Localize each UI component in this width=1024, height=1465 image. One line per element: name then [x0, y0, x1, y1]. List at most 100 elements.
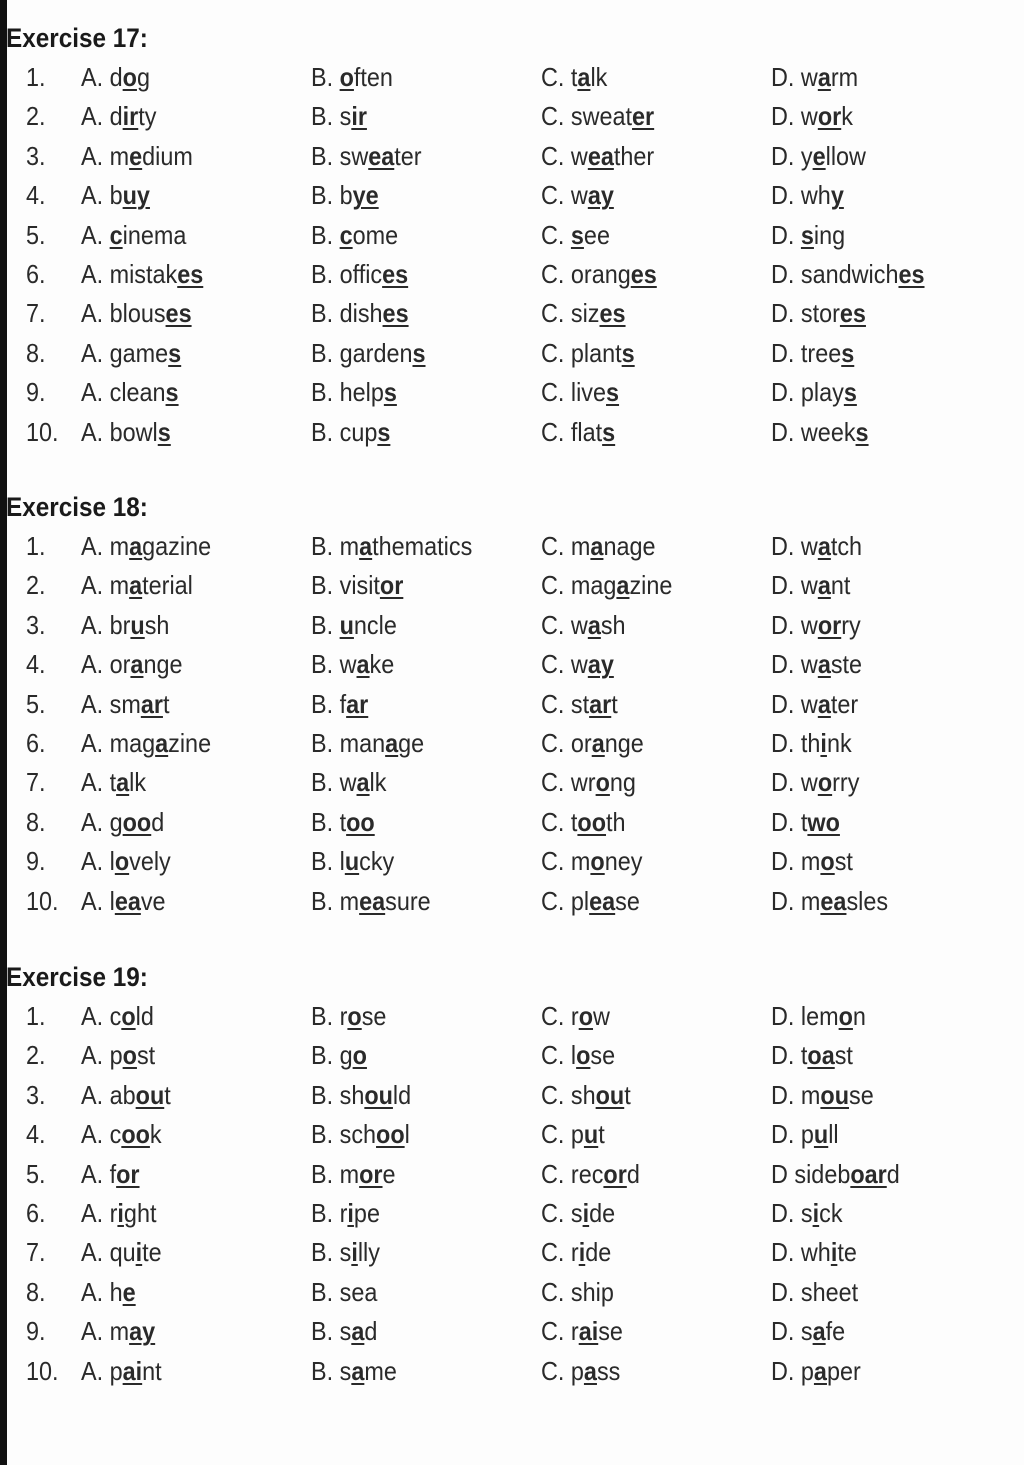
- option-letter: C.: [541, 728, 571, 758]
- question-row: 2. A. dirty B. sir C. sweater D. work: [0, 97, 1024, 136]
- word-part: inema: [122, 219, 187, 250]
- word-part: d: [364, 1316, 378, 1347]
- option-letter: B.: [311, 1198, 340, 1228]
- question-row: 1. A. dog B. often C. talk D. warm: [0, 58, 1024, 97]
- word-part: ry: [841, 609, 861, 640]
- word-part: w: [800, 531, 818, 561]
- underlined-sound: a: [155, 728, 169, 758]
- word-part: tch: [830, 531, 863, 561]
- question-number: 2.: [26, 101, 46, 132]
- option-letter: D.: [771, 885, 801, 916]
- answer-option: B. sir: [311, 97, 367, 136]
- option-letter: D.: [771, 1119, 801, 1150]
- question-number: 6.: [26, 728, 46, 758]
- underlined-sound: s: [843, 377, 857, 408]
- question-number: 9.: [26, 377, 46, 408]
- option-letter: D.: [771, 101, 801, 132]
- option-letter: A.: [81, 1040, 110, 1071]
- option-letter: B.: [311, 1001, 340, 1031]
- option-letter: B.: [311, 1355, 340, 1386]
- answer-option: D. most: [771, 842, 853, 881]
- option-letter: D.: [771, 1355, 801, 1386]
- option-letter: D.: [771, 1198, 801, 1228]
- answer-option: B. same: [311, 1352, 397, 1391]
- option-letter: D.: [771, 140, 801, 171]
- word-part: r: [570, 1316, 579, 1347]
- word-part: f: [109, 1158, 117, 1189]
- answer-option: A. cold: [81, 997, 154, 1036]
- word-part: orang: [570, 259, 631, 289]
- word-part: sles: [846, 885, 889, 916]
- underlined-sound: c: [339, 219, 353, 250]
- word-part: lk: [369, 767, 387, 798]
- underlined-sound: ar: [589, 688, 612, 719]
- option-letter: D.: [771, 180, 801, 211]
- option-letter: C.: [541, 416, 571, 447]
- word-part: ste: [830, 649, 863, 680]
- underlined-sound: a: [817, 570, 831, 601]
- answer-option: D. sandwiches: [771, 255, 925, 294]
- underlined-sound: oo: [346, 806, 375, 837]
- underlined-sound: a: [817, 649, 831, 680]
- underlined-sound: o: [595, 767, 610, 798]
- word-part: terial: [142, 570, 193, 601]
- answer-option: B. cups: [311, 413, 390, 452]
- option-letter: B.: [311, 416, 340, 447]
- question-number: 7.: [26, 767, 46, 798]
- question-number: 6.: [26, 259, 46, 289]
- option-letter: D.: [771, 531, 801, 561]
- word-part: lk: [129, 767, 147, 798]
- option-letter: B.: [311, 140, 340, 171]
- option-letter: B.: [311, 1316, 340, 1347]
- word-part: w: [593, 1001, 610, 1031]
- option-letter: C.: [541, 885, 571, 916]
- underlined-sound: es: [165, 298, 192, 329]
- question-number: 4.: [26, 180, 46, 211]
- word-part: stor: [800, 298, 840, 329]
- question-row: 6. A. magazine B. manage C. orange D. think: [0, 724, 1024, 763]
- option-letter: B.: [311, 806, 340, 837]
- answer-option: A. he: [81, 1273, 136, 1312]
- answer-option: D. warm: [771, 58, 858, 97]
- underlined-sound: ay: [587, 649, 614, 680]
- answer-option: C. oranges: [541, 255, 657, 294]
- answer-option: A. cook: [81, 1115, 162, 1154]
- question-number: 1.: [26, 1001, 46, 1031]
- word-part: wr: [570, 767, 596, 798]
- question-number: 5.: [26, 688, 46, 719]
- answer-option: C. put: [541, 1115, 605, 1154]
- underlined-sound: o: [590, 846, 605, 877]
- option-letter: A.: [81, 140, 110, 171]
- question-row: 10. A. bowls B. cups C. flats D. weeks: [0, 413, 1024, 452]
- word-part: game: [109, 337, 169, 368]
- underlined-sound: a: [817, 531, 831, 561]
- question-row: 9. A. cleans B. helps C. lives D. plays: [0, 373, 1024, 412]
- word-part: s: [800, 1198, 813, 1228]
- underlined-sound: s: [377, 416, 391, 447]
- word-part: nt: [142, 1355, 162, 1386]
- word-part: se: [361, 1001, 387, 1031]
- option-letter: B.: [311, 728, 340, 758]
- word-part: live: [570, 377, 607, 408]
- option-letter: A.: [81, 649, 110, 680]
- answer-option: C. start: [541, 685, 618, 724]
- answer-option: D. sheet: [771, 1273, 858, 1312]
- option-letter: A.: [81, 846, 110, 877]
- underlined-sound: uy: [122, 180, 150, 211]
- question-number: 7.: [26, 1237, 46, 1268]
- word-part: plant: [570, 337, 622, 368]
- underlined-sound: o: [820, 846, 835, 877]
- word-part: offic: [339, 259, 383, 289]
- underlined-sound: a: [385, 728, 399, 758]
- option-letter: C.: [541, 180, 571, 211]
- underlined-sound: or: [379, 570, 404, 601]
- word-part: sh: [570, 1079, 596, 1110]
- answer-option: A. may: [81, 1312, 155, 1351]
- underlined-sound: oar: [850, 1158, 887, 1189]
- underlined-sound: a: [817, 62, 831, 92]
- answer-option: D. lemon: [771, 997, 866, 1036]
- option-letter: D.: [771, 377, 801, 408]
- question-row: 6. A. mistakes B. offices C. oranges D. sand…: [0, 255, 1024, 294]
- underlined-sound: es: [839, 298, 866, 329]
- answer-option: A. cinema: [81, 216, 186, 255]
